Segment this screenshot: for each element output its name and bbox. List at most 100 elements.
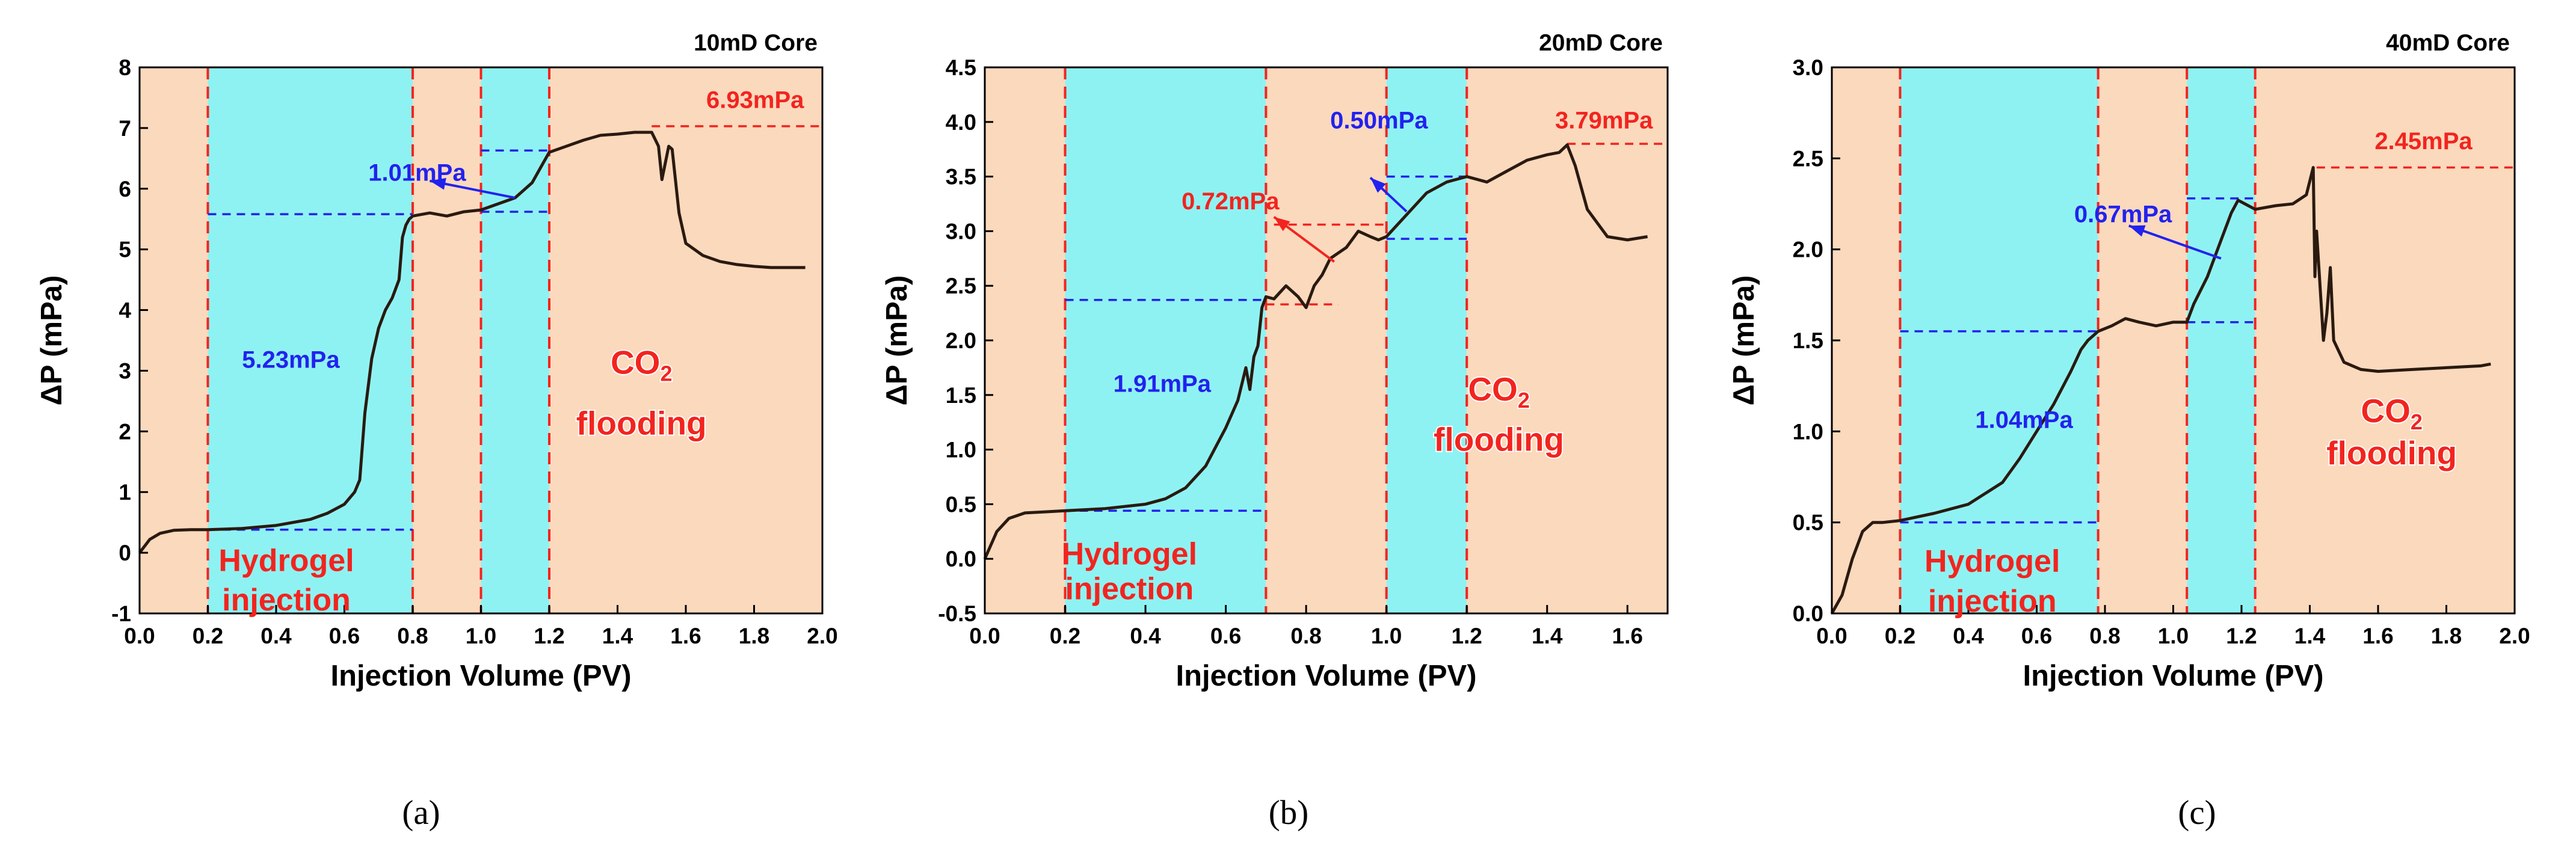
phase-regions bbox=[140, 67, 822, 613]
x-tick-label: 1.0 bbox=[2158, 624, 2189, 648]
tick-labels: 0.0 0.2 0.4 0.6 0.8 1.0 1.2 1.4 1.6 1.8 2.0 -1 0 1 2 3 4… bbox=[111, 55, 838, 648]
co2-subscript: 2 bbox=[2411, 410, 2423, 434]
chart-title: 40mD Core bbox=[2386, 30, 2510, 56]
chart-title: 10mD Core bbox=[694, 30, 818, 56]
x-tick-label: 0.2 bbox=[193, 624, 223, 648]
tick-labels: 0.0 0.2 0.4 0.6 0.8 1.0 1.2 1.4 1.6 1.8 2.0 0.0 0.5 1… bbox=[1793, 55, 2530, 648]
x-tick-label: 1.0 bbox=[1371, 624, 1402, 648]
axes bbox=[1831, 66, 2516, 615]
x-tick-label: 0.6 bbox=[2021, 624, 2052, 648]
annotation-label: 5.23mPa bbox=[242, 346, 340, 373]
y-tick-label: 2.5 bbox=[1793, 146, 1823, 171]
y-axis-label: ΔP (mPa) bbox=[1728, 275, 1760, 406]
y-tick-label: 2.5 bbox=[946, 274, 976, 298]
y-tick-label: 0.5 bbox=[946, 492, 976, 517]
y-tick-label: 0.5 bbox=[1793, 511, 1823, 535]
x-tick-label: 2.0 bbox=[2499, 624, 2530, 648]
phase-region-cyan bbox=[1386, 67, 1467, 613]
x-tick-label: 1.6 bbox=[670, 624, 701, 648]
x-tick-label: 0.0 bbox=[969, 624, 1000, 648]
phase-region-cyan bbox=[208, 67, 413, 613]
annotation-arrow-head bbox=[430, 177, 446, 190]
y-axis-label: ΔP (mPa) bbox=[881, 275, 913, 406]
y-tick-label: 0.0 bbox=[1793, 601, 1823, 626]
x-tick-label: 0.8 bbox=[1290, 624, 1321, 648]
phase-region-cyan bbox=[1065, 67, 1266, 613]
x-tick-label: 1.4 bbox=[2294, 624, 2326, 648]
x-axis-label: Injection Volume (PV) bbox=[2023, 660, 2323, 692]
phase-region-orange bbox=[140, 67, 208, 613]
annotation-arrows bbox=[1273, 176, 1408, 263]
x-tick-label: 1.2 bbox=[2226, 624, 2257, 648]
phase-dividers bbox=[1899, 67, 2257, 613]
phase-region-orange bbox=[985, 67, 1065, 613]
co2-flooding-label: flooding bbox=[2326, 434, 2457, 471]
x-tick-label: 0.6 bbox=[329, 624, 360, 648]
x-tick-label: 0.2 bbox=[1050, 624, 1080, 648]
hydrogel-injection-label: injection bbox=[222, 583, 351, 618]
y-tick-label: 2.0 bbox=[1793, 238, 1823, 262]
co2-flooding-label: flooding bbox=[576, 404, 707, 441]
co2-flooding-label: flooding bbox=[1434, 420, 1564, 458]
phase-region-orange bbox=[2098, 67, 2187, 613]
panel-label: (a) bbox=[402, 794, 440, 832]
x-tick-label: 1.8 bbox=[2431, 624, 2462, 648]
co2-flooding-label: CO2 bbox=[1468, 370, 1530, 413]
hydrogel-injection-label: Hydrogel bbox=[218, 543, 354, 578]
y-tick-label: 0.0 bbox=[946, 547, 976, 571]
x-tick-label: 0.4 bbox=[1130, 624, 1161, 648]
x-tick-label: 0.8 bbox=[397, 624, 428, 648]
x-tick-label: 1.2 bbox=[1451, 624, 1482, 648]
phase-region-orange bbox=[413, 67, 481, 613]
x-tick-label: 1.2 bbox=[534, 624, 564, 648]
phase-region-cyan bbox=[1900, 67, 2098, 613]
phase-dividers bbox=[1064, 67, 1468, 613]
reference-lines bbox=[1900, 166, 2515, 524]
x-tick-label: 0.2 bbox=[1885, 624, 1915, 648]
y-tick-label: 1.5 bbox=[946, 383, 976, 408]
phase-regions bbox=[985, 67, 1668, 613]
annotation-arrows bbox=[2128, 224, 2222, 260]
phase-region-orange bbox=[2255, 67, 2515, 613]
y-tick-label: 2 bbox=[119, 419, 131, 444]
pressure-curve bbox=[1830, 166, 2491, 615]
tick-labels: 0.0 0.2 0.4 0.6 0.8 1.0 1.2 1.4 1.6-0.50.00.51.0… bbox=[938, 55, 1643, 648]
phase-region-orange bbox=[1467, 67, 1668, 613]
y-tick-label: 3.0 bbox=[1793, 55, 1823, 80]
y-tick-label: 3 bbox=[119, 358, 131, 383]
x-tick-label: 1.0 bbox=[466, 624, 496, 648]
x-axis-label: Injection Volume (PV) bbox=[330, 660, 631, 692]
panel-label: (c) bbox=[2178, 794, 2216, 832]
axes bbox=[138, 66, 824, 615]
annotation-arrow-head bbox=[1274, 217, 1290, 232]
x-tick-label: 0.8 bbox=[2089, 624, 2120, 648]
phase-region-orange bbox=[1832, 67, 1900, 613]
y-tick-label: 3.5 bbox=[946, 165, 976, 189]
co2-text: CO bbox=[2361, 392, 2411, 429]
y-tick-label: 2.0 bbox=[946, 328, 976, 353]
x-tick-label: 0.6 bbox=[1210, 624, 1241, 648]
y-tick-label: 4 bbox=[119, 298, 131, 323]
panel-a: 0.0 0.2 0.4 0.6 0.8 1.0 1.2 1.4 1.6 1.8 2.0 -1 0 1 2 3 4… bbox=[35, 30, 838, 832]
annotation-label: 0.72mPa bbox=[1182, 188, 1280, 215]
y-tick-label: 7 bbox=[119, 116, 131, 141]
annotation-arrow-head bbox=[1370, 177, 1386, 193]
chart-title: 20mD Core bbox=[1539, 30, 1663, 56]
pressure-curve bbox=[138, 131, 806, 554]
y-tick-label: 0 bbox=[119, 541, 131, 565]
phase-region-cyan bbox=[2187, 67, 2255, 613]
y-tick-label: 5 bbox=[119, 238, 131, 262]
x-tick-label: 1.8 bbox=[739, 624, 769, 648]
hydrogel-injection-label: Hydrogel bbox=[1924, 544, 2060, 579]
panel-b: 0.0 0.2 0.4 0.6 0.8 1.0 1.2 1.4 1.6-0.50.00.51.0… bbox=[881, 30, 1669, 832]
annotation-label: 2.45mPa bbox=[2374, 128, 2473, 155]
co2-text: CO bbox=[1468, 370, 1518, 408]
co2-flooding-label: CO2 bbox=[2361, 392, 2423, 434]
annotation-arrow-head bbox=[2128, 225, 2146, 237]
y-tick-label: 1.0 bbox=[946, 438, 976, 462]
x-tick-label: 0.4 bbox=[1953, 624, 1984, 648]
y-tick-label: 1.5 bbox=[1793, 328, 1823, 353]
x-tick-label: 0.4 bbox=[260, 624, 292, 648]
co2-subscript: 2 bbox=[660, 361, 672, 385]
y-tick-label: 6 bbox=[119, 177, 131, 201]
